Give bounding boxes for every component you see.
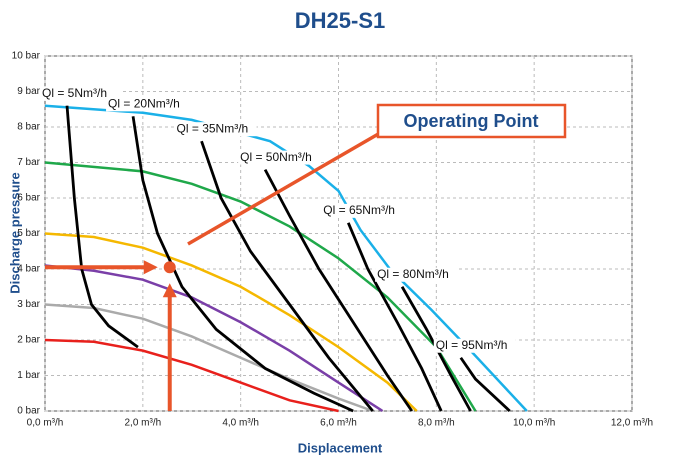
y-tick-label: 9 bar	[17, 86, 40, 97]
y-tick-label: 3 bar	[17, 299, 40, 310]
curve	[200, 140, 374, 412]
curve-label: Ql = 20Nm³/h	[108, 97, 180, 111]
arrow-v-head	[162, 283, 177, 298]
arrow-h-head	[143, 260, 158, 275]
y-axis-label: Discharge pressure	[7, 172, 22, 293]
x-tick-label: 12,0 m³/h	[611, 418, 653, 429]
x-tick-label: 6,0 m³/h	[320, 418, 357, 429]
callout-box	[376, 103, 567, 139]
label-bg	[238, 150, 321, 165]
curve-label: Ql = 65Nm³/h	[323, 203, 395, 217]
curve	[44, 161, 477, 412]
label-bg	[321, 203, 404, 218]
y-tick-label: 7 bar	[17, 157, 40, 168]
annotation: Operating Point	[404, 111, 539, 131]
curve	[44, 104, 528, 412]
label-bg	[375, 267, 458, 282]
x-axis-label: Displacement	[298, 440, 383, 455]
y-tick-label: 0 bar	[17, 406, 40, 417]
curve	[263, 168, 414, 412]
chart-title: DH25-S1	[295, 8, 385, 33]
curve	[131, 116, 354, 413]
x-tick-label: 4,0 m³/h	[222, 418, 259, 429]
curve-label: Ql = 5Nm³/h	[42, 86, 107, 100]
curve	[44, 264, 384, 413]
curve-label: Ql = 80Nm³/h	[377, 267, 449, 281]
curve	[44, 303, 374, 413]
y-tick-label: 2 bar	[17, 335, 40, 346]
x-tick-label: 10,0 m³/h	[513, 418, 555, 429]
curve	[44, 232, 418, 412]
y-tick-label: 1 bar	[17, 370, 40, 381]
curve	[65, 105, 139, 349]
y-tick-label: 6 bar	[17, 193, 40, 204]
curve-label: Ql = 50Nm³/h	[240, 150, 312, 164]
callout-line	[187, 131, 381, 246]
label-bg	[433, 338, 516, 353]
curve-label: Ql = 35Nm³/h	[177, 121, 249, 135]
curve	[346, 222, 443, 412]
curve-label: Ql = 95Nm³/h	[436, 338, 508, 352]
x-tick-label: 2,0 m³/h	[124, 418, 161, 429]
x-tick-label: 0,0 m³/h	[27, 418, 64, 429]
y-tick-label: 4 bar	[17, 264, 40, 275]
label-bg	[106, 97, 189, 112]
x-tick-label: 8,0 m³/h	[418, 418, 455, 429]
curve	[459, 356, 511, 413]
y-tick-label: 5 bar	[17, 228, 40, 239]
operating-point	[163, 261, 176, 274]
curve	[44, 338, 339, 413]
label-bg	[174, 122, 257, 137]
label-bg	[40, 86, 123, 101]
y-tick-label: 8 bar	[17, 122, 40, 133]
y-tick-label: 10 bar	[12, 51, 41, 62]
